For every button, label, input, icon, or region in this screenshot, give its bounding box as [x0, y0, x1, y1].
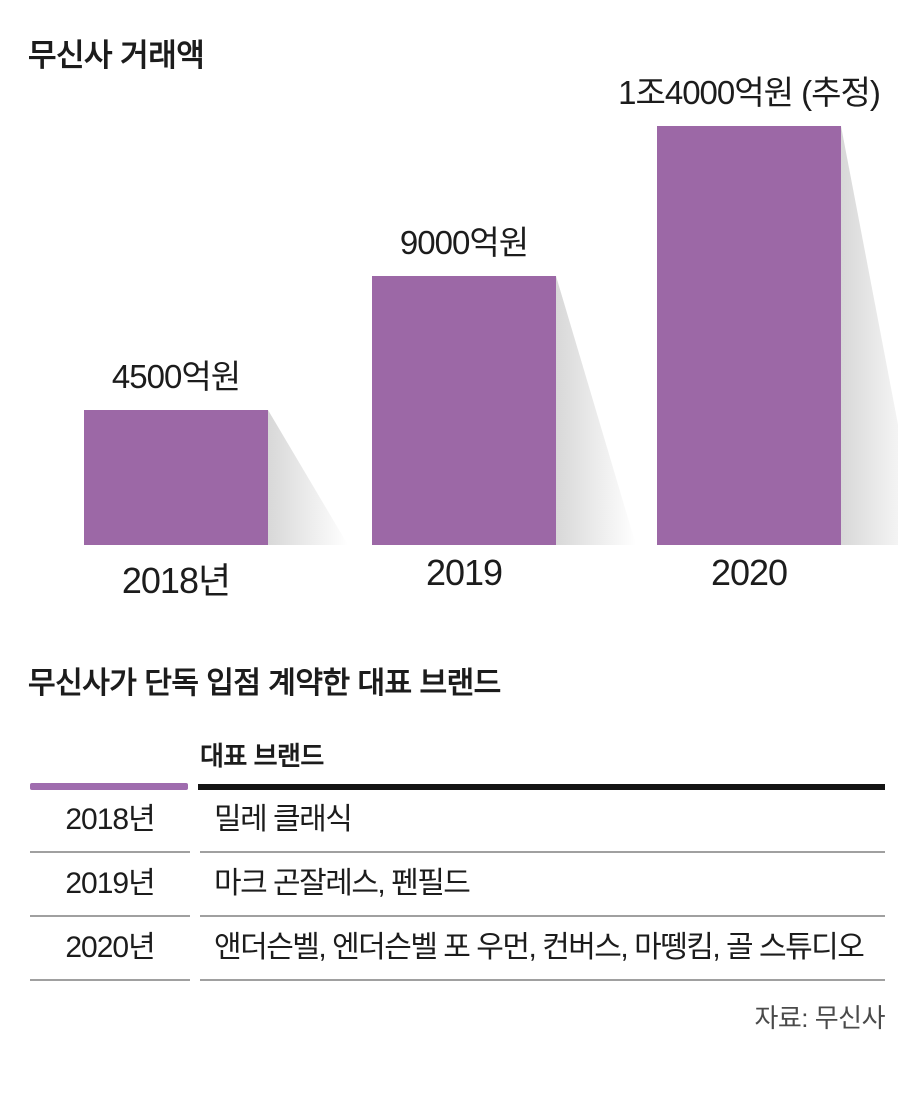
bar-shadow — [556, 276, 636, 545]
axis-label-2019: 2019 — [425, 552, 503, 593]
table-row: 2018년 밀레 클래식 — [0, 789, 898, 853]
row-divider — [30, 851, 190, 853]
bar-group-2020: 1조4000억원 (추정) — [618, 74, 898, 545]
bar-value-label-2018: 4500억원 — [111, 358, 241, 395]
bar-group-2019: 9000억원 — [372, 224, 636, 545]
table-row: 2019년 마크 곤잘레스, 펜필드 — [0, 853, 898, 917]
row-divider — [30, 979, 190, 981]
bar-shadow — [841, 126, 898, 545]
row-divider — [200, 915, 885, 917]
bar-value-label-2019: 9000억원 — [399, 224, 529, 261]
chart-title: 무신사 거래액 — [28, 38, 205, 73]
bar-shadow — [268, 410, 348, 545]
bar-2019 — [372, 276, 556, 545]
row-divider — [200, 851, 885, 853]
table-cell-brands: 앤더슨벨, 엔더슨벨 포 우먼, 컨버스, 마뗑킴, 골 스튜디오 — [214, 931, 865, 964]
table-cell-year: 2019년 — [65, 867, 155, 900]
bar-value-label-2020: 1조4000억원 (추정) — [618, 74, 881, 111]
table-title: 무신사가 단독 입점 계약한 대표 브랜드 — [28, 667, 501, 700]
table-row: 2020년 앤더슨벨, 엔더슨벨 포 우먼, 컨버스, 마뗑킴, 골 스튜디오 — [0, 917, 898, 981]
bar-group-2018: 4500억원 — [84, 358, 348, 545]
bar-2020 — [657, 126, 841, 545]
table-cell-year: 2020년 — [65, 931, 155, 964]
table-cell-brands: 밀레 클래식 — [214, 803, 353, 836]
axis-label-2020: 2020 — [710, 552, 788, 593]
source-credit: 자료: 무신사 — [754, 1003, 885, 1033]
table-column-header: 대표 브랜드 — [200, 741, 324, 771]
bar-chart: 4500억원 9000억원 1조4000억원 (추정) 2018년 2019 2… — [84, 74, 898, 601]
axis-label-2018: 2018년 — [121, 560, 231, 601]
table-cell-year: 2018년 — [65, 803, 155, 836]
table-cell-brands: 마크 곤잘레스, 펜필드 — [214, 867, 471, 900]
row-divider — [200, 979, 885, 981]
table-header-rule-purple — [30, 783, 188, 790]
table-header-rule-black — [198, 784, 885, 790]
bar-2018 — [84, 410, 268, 545]
row-divider — [30, 915, 190, 917]
